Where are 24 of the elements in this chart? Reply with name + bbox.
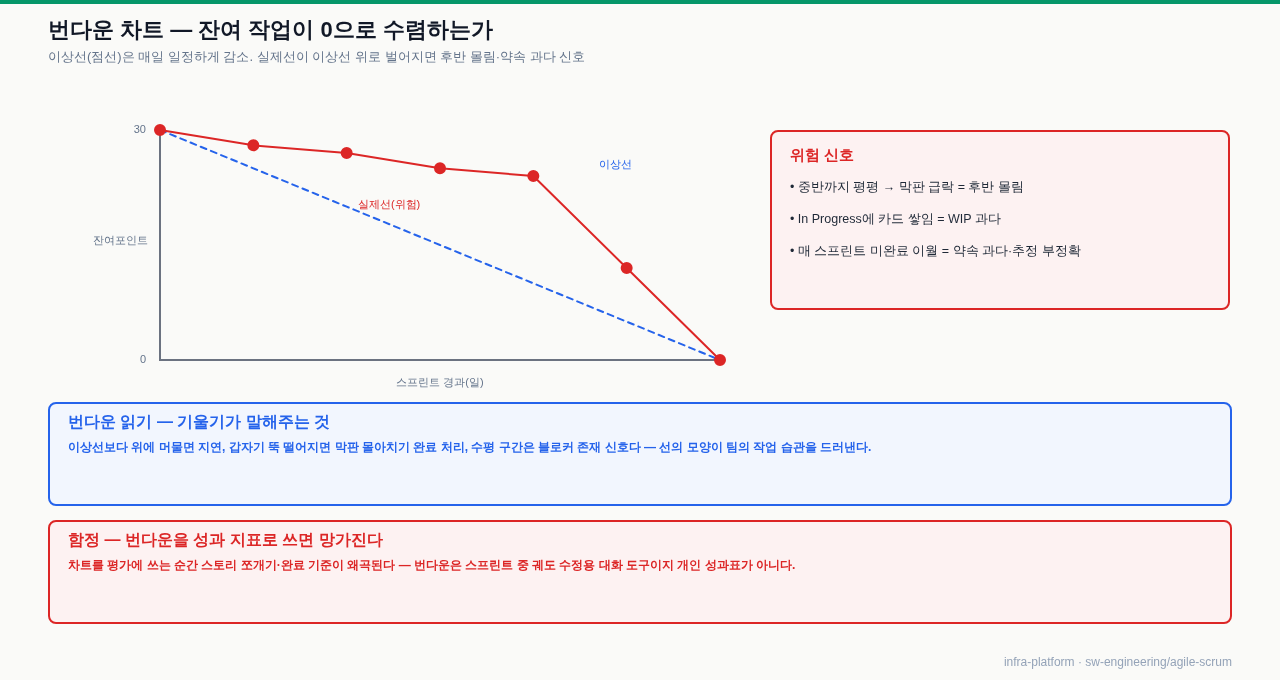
text: 실제선(위험) — [357, 198, 421, 211]
text: • 중반까지 평평 → 막판 급락 = 후반 몰림 — [790, 179, 1025, 196]
x-axis-title: 스프린트 경과(일) — [396, 376, 484, 389]
y-tick-label: 0 — [139, 353, 146, 366]
point — [247, 139, 260, 152]
point — [527, 170, 540, 182]
chart-subtitle: 이상선(점선)은 매일 일정하게 감소. 실제선이 이상선 위로 벌어지면 후반 몰림·약속 과다 신호 — [48, 48, 586, 66]
text: • 매 스프린트 미완료 이월 = 약속 과다·추정 부정확 — [790, 243, 1082, 260]
text: 이상선 — [598, 157, 632, 170]
chart-title: 번다운 차트 — 잔여 작업이 0으로 수렴하는가 — [48, 16, 493, 44]
text: • In Progress에 카드 쌓임 = WIP 과다 — [790, 211, 1002, 228]
point — [340, 147, 353, 159]
text: 번다운 읽기 — 기울기가 말해주는 것 — [68, 412, 332, 432]
y-tick-label: 30 — [133, 123, 146, 136]
point — [154, 124, 166, 136]
text: 차트를 평가에 쓰는 순간 스토리 쪼개기·완료 기준이 왜곡된다 — 번다운은 스프린트 중 궤도 수정용 대화 도구이지 개인 성과표가 아니다. — [68, 557, 797, 573]
text: 이상선보다 위에 머물면 지연, 갑자기 뚝 떨어지면 막판 몰아치기 완료 처리, 수평 구간은 블로커 존재 신호다 — 선의 모양이 팀의 작업 습관을 드러낸다. — [68, 439, 873, 455]
text: 함정 — 번다운을 성과 지표로 쓰면 망가진다 — [68, 530, 384, 550]
point — [620, 262, 633, 274]
text: infra-platform · sw-engineering/agile-scrum — [1003, 654, 1232, 670]
y-axis-title: 잔여포인트 — [92, 234, 148, 247]
text: 위험 신호 — [790, 146, 856, 164]
point — [714, 354, 726, 366]
point — [434, 162, 446, 175]
